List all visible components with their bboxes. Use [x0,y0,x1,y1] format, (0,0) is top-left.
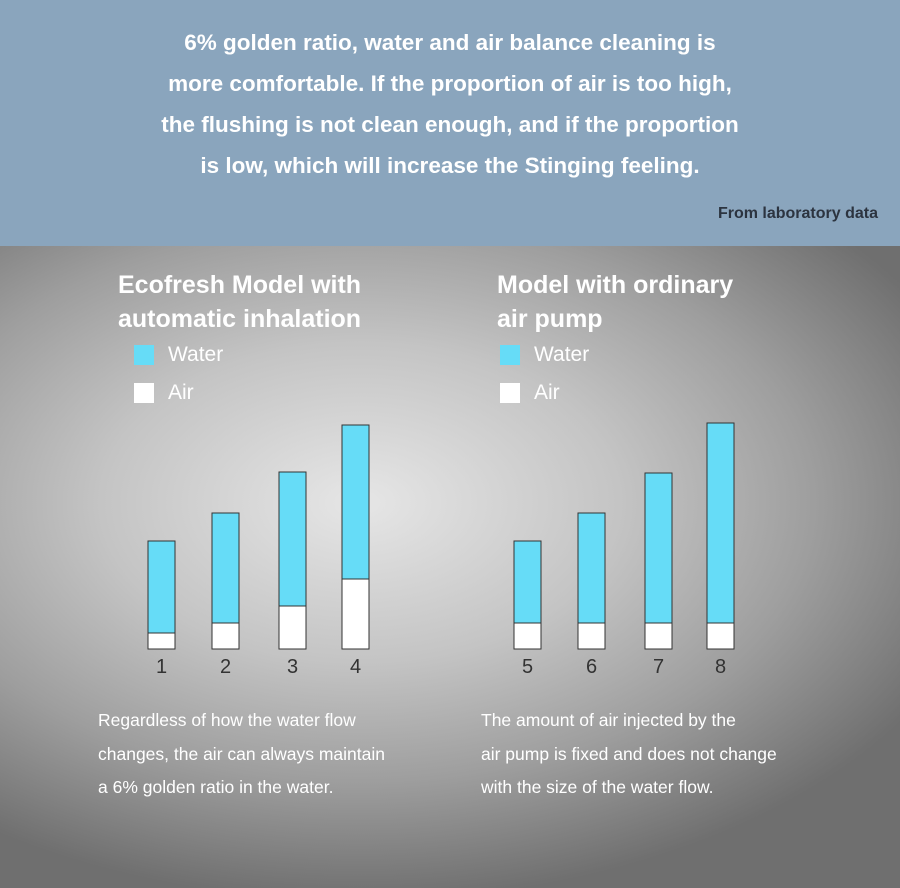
bar-air-segment-3 [278,605,307,650]
caption-left: Regardless of how the water flow changes… [98,704,385,805]
legend-swatch-water [500,345,520,365]
tick-label-2: 2 [220,656,231,678]
chart-title-line: Ecofresh Model with [118,271,362,299]
chart-title-left: Ecofresh Model with automatic inhalation [118,268,361,336]
caption-right: The amount of air injected by the air pu… [481,704,777,805]
legend-label-air: Air [168,381,194,404]
header-text: 6% golden ratio, water and air balance c… [0,22,900,186]
header-banner: 6% golden ratio, water and air balance c… [0,0,900,246]
caption-line: air pump is fixed and does not change [481,743,777,764]
header-line: 6% golden ratio, water and air balance c… [184,30,716,55]
chart-title-right: Model with ordinary air pump [497,268,733,336]
bar-water-segment-4 [341,424,370,580]
chart-title-line: automatic inhalation [118,305,362,333]
bar-1: 1 [147,540,176,678]
charts-panel: Ecofresh Model with automatic inhalation… [0,246,900,888]
caption-line: The amount of air injected by the [481,710,736,730]
tick-label-1: 1 [156,656,167,678]
bar-7: 7 [644,472,673,678]
bar-5: 5 [513,540,542,678]
legend-label-air: Air [534,381,560,404]
tick-label-5: 5 [522,656,533,678]
bar-air-segment-5 [513,622,542,650]
caption-line: changes, the air can always maintain [98,743,385,764]
bar-water-segment-5 [513,540,542,624]
chart-title-line: Model with ordinary [497,271,734,299]
bar-air-segment-2 [211,622,240,650]
bar-air-segment-8 [706,622,735,650]
bar-air-segment-1 [147,632,176,650]
bar-4: 4 [341,424,370,678]
header-line: the flushing is not clean enough, and if… [161,112,739,137]
bar-chart-left: 1 2 3 4 [147,424,370,678]
bar-water-segment-6 [577,512,606,624]
bar-air-segment-6 [577,622,606,650]
caption-line: Regardless of how the water flow [98,710,356,730]
tick-label-4: 4 [350,656,361,678]
legend-air-left: Air [134,381,194,405]
bar-water-segment-1 [147,540,176,634]
chart-title-line: air pump [497,305,603,333]
bar-3: 3 [278,471,307,678]
legend-swatch-air [134,383,154,403]
header-line: is low, which will increase the Stinging… [200,153,700,178]
bar-6: 6 [577,512,606,678]
header-line: more comfortable. If the proportion of a… [168,71,732,96]
caption-line: a 6% golden ratio in the water. [98,777,334,797]
legend-water-right: Water [500,343,589,367]
legend-label-water: Water [168,343,224,366]
source-note: From laboratory data [717,205,878,222]
bar-2: 2 [211,512,240,678]
bar-chart-right: 5 6 7 8 [513,422,735,678]
bar-air-segment-4 [341,578,370,650]
bar-water-segment-2 [211,512,240,624]
tick-label-6: 6 [586,656,597,678]
legend-swatch-air [500,383,520,403]
tick-label-3: 3 [287,656,298,678]
caption-line: with the size of the water flow. [481,777,714,797]
bar-air-segment-7 [644,622,673,650]
legend-swatch-water [134,345,154,365]
bar-water-segment-7 [644,472,673,624]
legend-water-left: Water [134,343,223,367]
bar-water-segment-8 [706,422,735,624]
bar-water-segment-3 [278,471,307,607]
legend-air-right: Air [500,381,560,405]
legend-label-water: Water [534,343,590,366]
bar-8: 8 [706,422,735,678]
tick-label-7: 7 [653,656,664,678]
tick-label-8: 8 [715,656,726,678]
